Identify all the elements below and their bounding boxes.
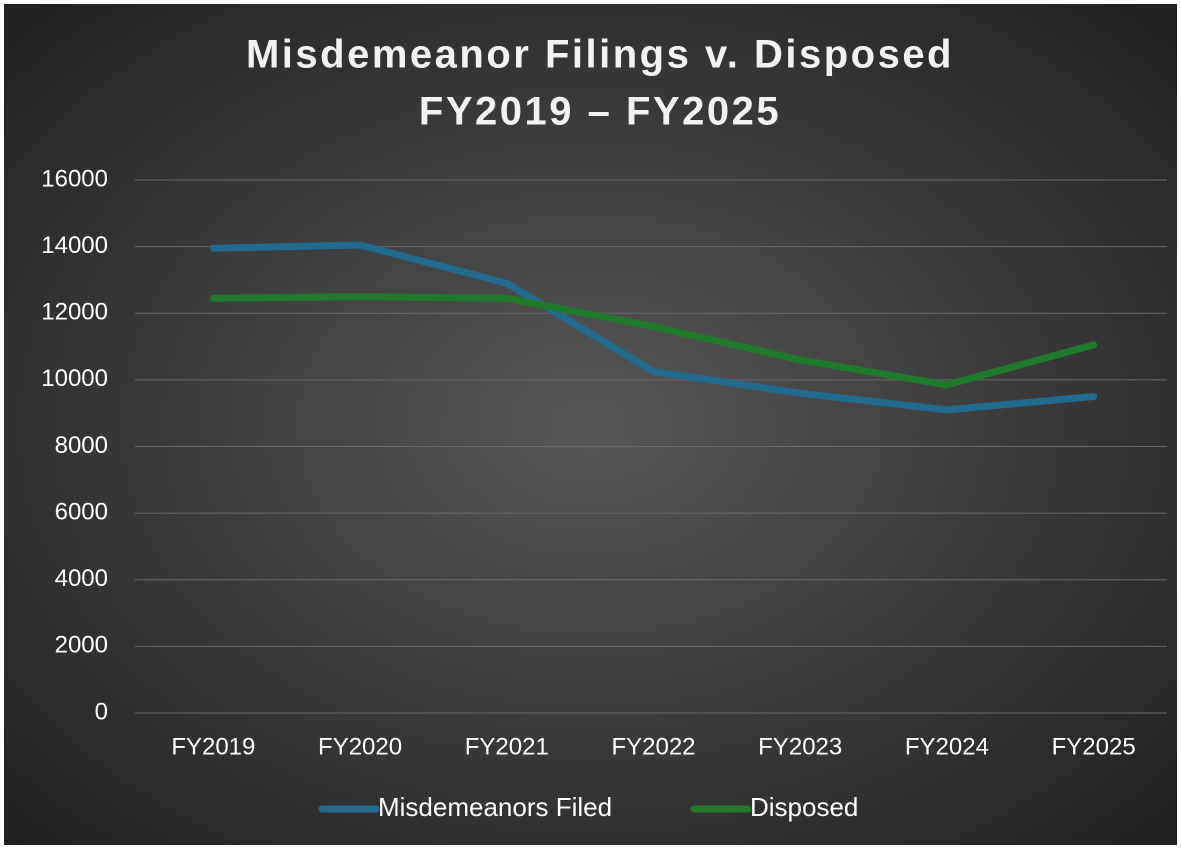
y-tick-label: 16000 — [41, 165, 108, 192]
y-tick-label: 0 — [95, 698, 108, 725]
y-tick-label: 6000 — [55, 498, 108, 525]
y-tick-label: 10000 — [41, 365, 108, 392]
y-tick-label: 8000 — [55, 432, 108, 459]
chart-title: FY2019 – FY2025 — [419, 90, 781, 134]
x-tick-label: FY2022 — [611, 733, 695, 760]
y-tick-label: 14000 — [41, 232, 108, 259]
y-tick-label: 2000 — [55, 632, 108, 659]
y-tick-label: 12000 — [41, 299, 108, 326]
x-tick-label: FY2023 — [758, 733, 842, 760]
legend-label: Misdemeanors Filed — [378, 792, 612, 822]
x-tick-label: FY2024 — [905, 733, 989, 760]
chart-background — [4, 4, 1177, 845]
x-tick-label: FY2021 — [465, 733, 549, 760]
data-line — [209, 241, 1098, 414]
chart-title: Misdemeanor Filings v. Disposed — [246, 33, 954, 77]
x-tick-label: FY2019 — [171, 733, 255, 760]
data-line — [209, 293, 1098, 389]
legend-label: Disposed — [750, 792, 858, 822]
x-tick-label: FY2020 — [318, 733, 402, 760]
y-tick-label: 4000 — [55, 565, 108, 592]
x-tick-label: FY2025 — [1052, 733, 1136, 760]
